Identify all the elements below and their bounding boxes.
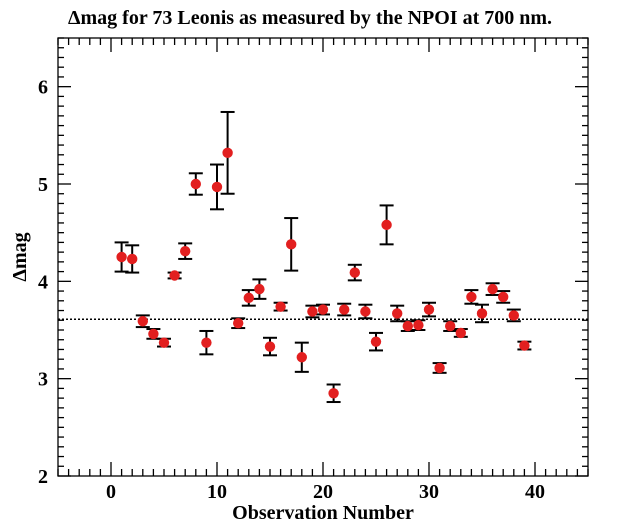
x-tick-label: 40 <box>525 481 545 503</box>
major-ticks <box>58 38 588 477</box>
data-point <box>466 291 477 303</box>
data-point <box>392 308 403 319</box>
data-point <box>307 306 318 317</box>
x-tick-label: 20 <box>313 481 333 503</box>
error-bars <box>114 110 532 404</box>
data-point <box>222 147 233 159</box>
y-tick-label: 5 <box>38 174 48 196</box>
data-point <box>519 340 530 351</box>
data-point <box>370 336 382 347</box>
x-tick-labels: 0 10 20 30 40 <box>106 481 545 503</box>
data-point <box>339 304 350 315</box>
data-point <box>286 239 297 250</box>
y-tick-label: 2 <box>38 466 48 488</box>
y-tick-label: 6 <box>38 77 48 99</box>
data-point <box>423 304 435 315</box>
y-tick-labels: 2 3 4 5 6 <box>38 77 48 488</box>
plot-frame <box>57 37 589 477</box>
data-point <box>402 320 413 332</box>
data-point <box>158 337 170 348</box>
y-axis-label: Δmag <box>9 232 31 281</box>
data-point <box>137 316 148 327</box>
data-point <box>508 310 519 321</box>
data-point <box>349 267 360 278</box>
x-tick-label: 0 <box>106 481 116 503</box>
data-point <box>190 178 201 190</box>
data-point <box>275 301 286 312</box>
minor-ticks <box>57 37 589 476</box>
data-point <box>127 253 138 265</box>
y-tick-label: 3 <box>38 369 48 391</box>
data-point <box>264 341 276 352</box>
data-point <box>211 181 223 193</box>
data-point <box>498 291 509 303</box>
data-point <box>476 308 488 319</box>
data-point <box>434 362 445 374</box>
data-point <box>381 219 392 231</box>
data-point <box>413 319 424 331</box>
chart-title: Δmag for 73 Leonis as measured by the NP… <box>68 7 552 29</box>
data-point <box>455 327 466 339</box>
data-points <box>116 147 530 399</box>
x-tick-label: 10 <box>207 481 227 503</box>
data-point <box>201 337 212 348</box>
x-tick-label: 30 <box>419 481 439 503</box>
data-point <box>487 283 498 295</box>
data-point <box>254 283 265 295</box>
data-point <box>148 328 159 340</box>
data-point <box>180 245 191 257</box>
data-point <box>328 388 339 399</box>
data-point <box>116 251 127 263</box>
data-point <box>233 317 244 329</box>
y-tick-label: 4 <box>38 271 48 293</box>
data-point <box>243 292 254 304</box>
data-point <box>445 320 456 332</box>
data-point <box>169 270 180 281</box>
x-axis-label: Observation Number <box>232 502 414 523</box>
data-point <box>360 306 371 317</box>
data-point <box>317 304 329 315</box>
data-point <box>296 352 307 363</box>
